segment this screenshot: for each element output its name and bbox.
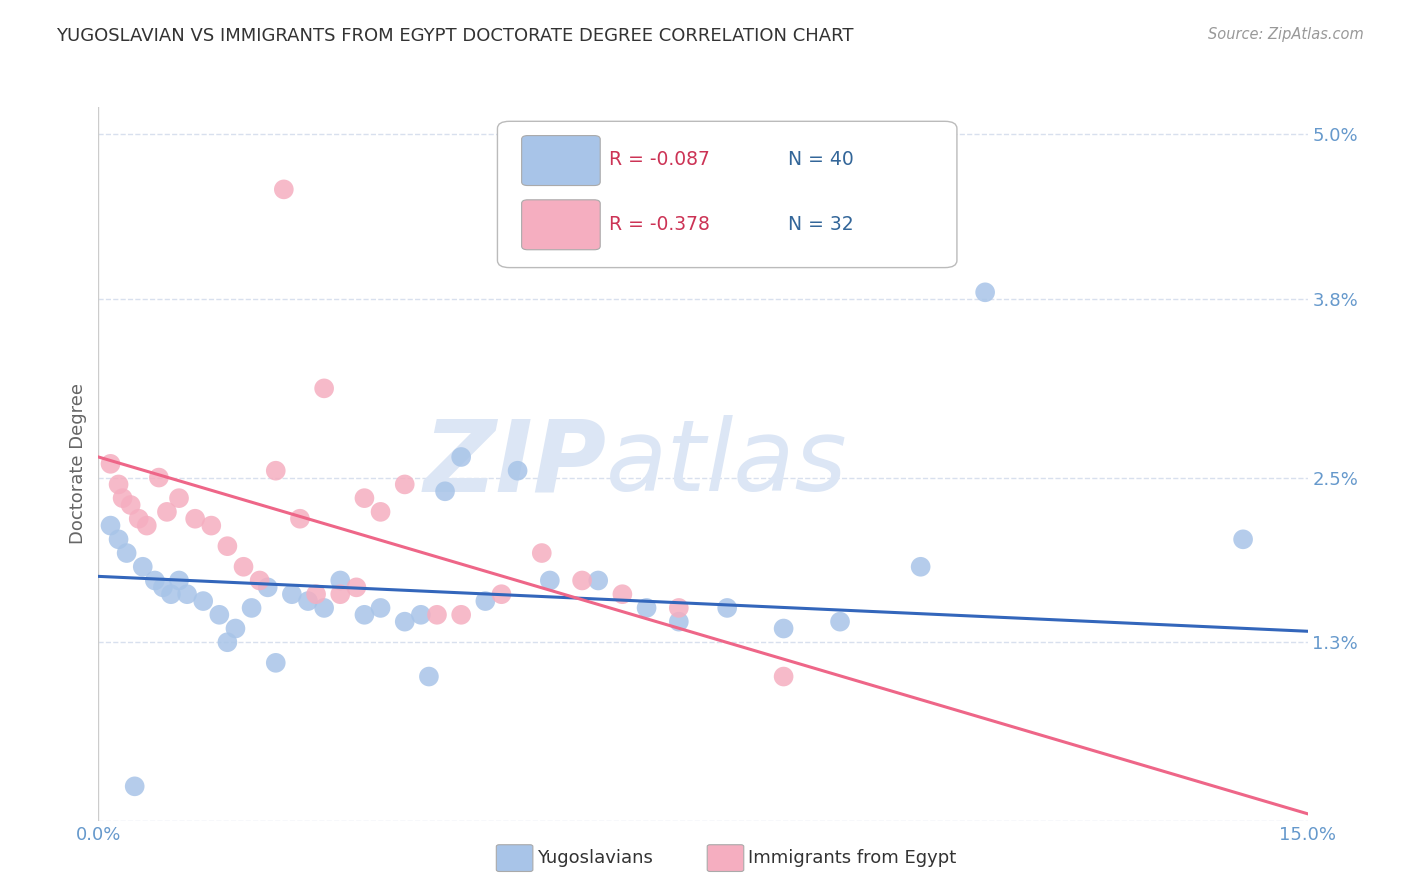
Point: [450, 450, 472, 464]
Point: [167, 574, 190, 588]
Point: [297, 594, 319, 608]
Point: [100, 457, 122, 471]
Point: [772, 669, 794, 683]
Text: Yugoslavians: Yugoslavians: [537, 849, 652, 867]
Point: [193, 594, 215, 608]
FancyBboxPatch shape: [522, 136, 600, 186]
FancyBboxPatch shape: [522, 200, 600, 250]
Point: [107, 533, 129, 547]
Point: [120, 498, 142, 512]
Point: [370, 601, 392, 615]
Point: [434, 484, 457, 499]
Point: [344, 580, 367, 594]
Point: [100, 518, 122, 533]
Point: [184, 512, 207, 526]
Point: [176, 587, 198, 601]
Point: [217, 539, 239, 553]
Point: [1232, 533, 1254, 547]
Text: R = -0.087: R = -0.087: [609, 151, 710, 169]
Point: [264, 464, 287, 478]
Point: [200, 518, 222, 533]
Point: [329, 587, 352, 601]
Point: [668, 601, 690, 615]
Point: [124, 780, 146, 794]
Point: [394, 477, 416, 491]
Point: [224, 622, 246, 636]
Point: [612, 587, 634, 601]
Point: [571, 574, 593, 588]
Point: [217, 635, 239, 649]
Text: Source: ZipAtlas.com: Source: ZipAtlas.com: [1208, 27, 1364, 42]
Point: [128, 512, 150, 526]
Point: [353, 491, 375, 505]
Point: [910, 559, 932, 574]
Point: [115, 546, 138, 560]
Point: [111, 491, 134, 505]
Text: ZIP: ZIP: [423, 416, 606, 512]
Point: [288, 512, 311, 526]
FancyBboxPatch shape: [498, 121, 957, 268]
Point: [668, 615, 690, 629]
Point: [314, 601, 336, 615]
Point: [394, 615, 416, 629]
Point: [538, 574, 561, 588]
Point: [314, 381, 336, 395]
Point: [273, 182, 295, 196]
Text: R = -0.378: R = -0.378: [609, 215, 710, 235]
Point: [160, 587, 183, 601]
Point: [418, 669, 440, 683]
Point: [107, 477, 129, 491]
Point: [232, 559, 254, 574]
Text: atlas: atlas: [606, 416, 848, 512]
Point: [156, 505, 179, 519]
Point: [370, 505, 392, 519]
Point: [716, 601, 738, 615]
Point: [828, 615, 851, 629]
Point: [143, 574, 166, 588]
Point: [281, 587, 304, 601]
Point: [409, 607, 432, 622]
Point: [148, 470, 170, 484]
Point: [135, 518, 157, 533]
Point: [530, 546, 553, 560]
Point: [152, 580, 174, 594]
Text: YUGOSLAVIAN VS IMMIGRANTS FROM EGYPT DOCTORATE DEGREE CORRELATION CHART: YUGOSLAVIAN VS IMMIGRANTS FROM EGYPT DOC…: [56, 27, 853, 45]
Text: N = 40: N = 40: [787, 151, 853, 169]
Point: [586, 574, 609, 588]
Point: [353, 607, 375, 622]
Point: [264, 656, 287, 670]
Point: [329, 574, 352, 588]
Point: [491, 587, 513, 601]
Y-axis label: Doctorate Degree: Doctorate Degree: [69, 384, 87, 544]
Point: [249, 574, 271, 588]
Text: N = 32: N = 32: [787, 215, 853, 235]
Point: [256, 580, 278, 594]
Point: [772, 622, 794, 636]
Point: [167, 491, 190, 505]
Text: Immigrants from Egypt: Immigrants from Egypt: [748, 849, 956, 867]
Point: [132, 559, 155, 574]
Point: [506, 464, 529, 478]
Point: [474, 594, 496, 608]
Point: [240, 601, 263, 615]
Point: [208, 607, 231, 622]
Point: [974, 285, 997, 300]
Point: [426, 607, 449, 622]
Point: [305, 587, 328, 601]
Point: [450, 607, 472, 622]
Point: [636, 601, 658, 615]
